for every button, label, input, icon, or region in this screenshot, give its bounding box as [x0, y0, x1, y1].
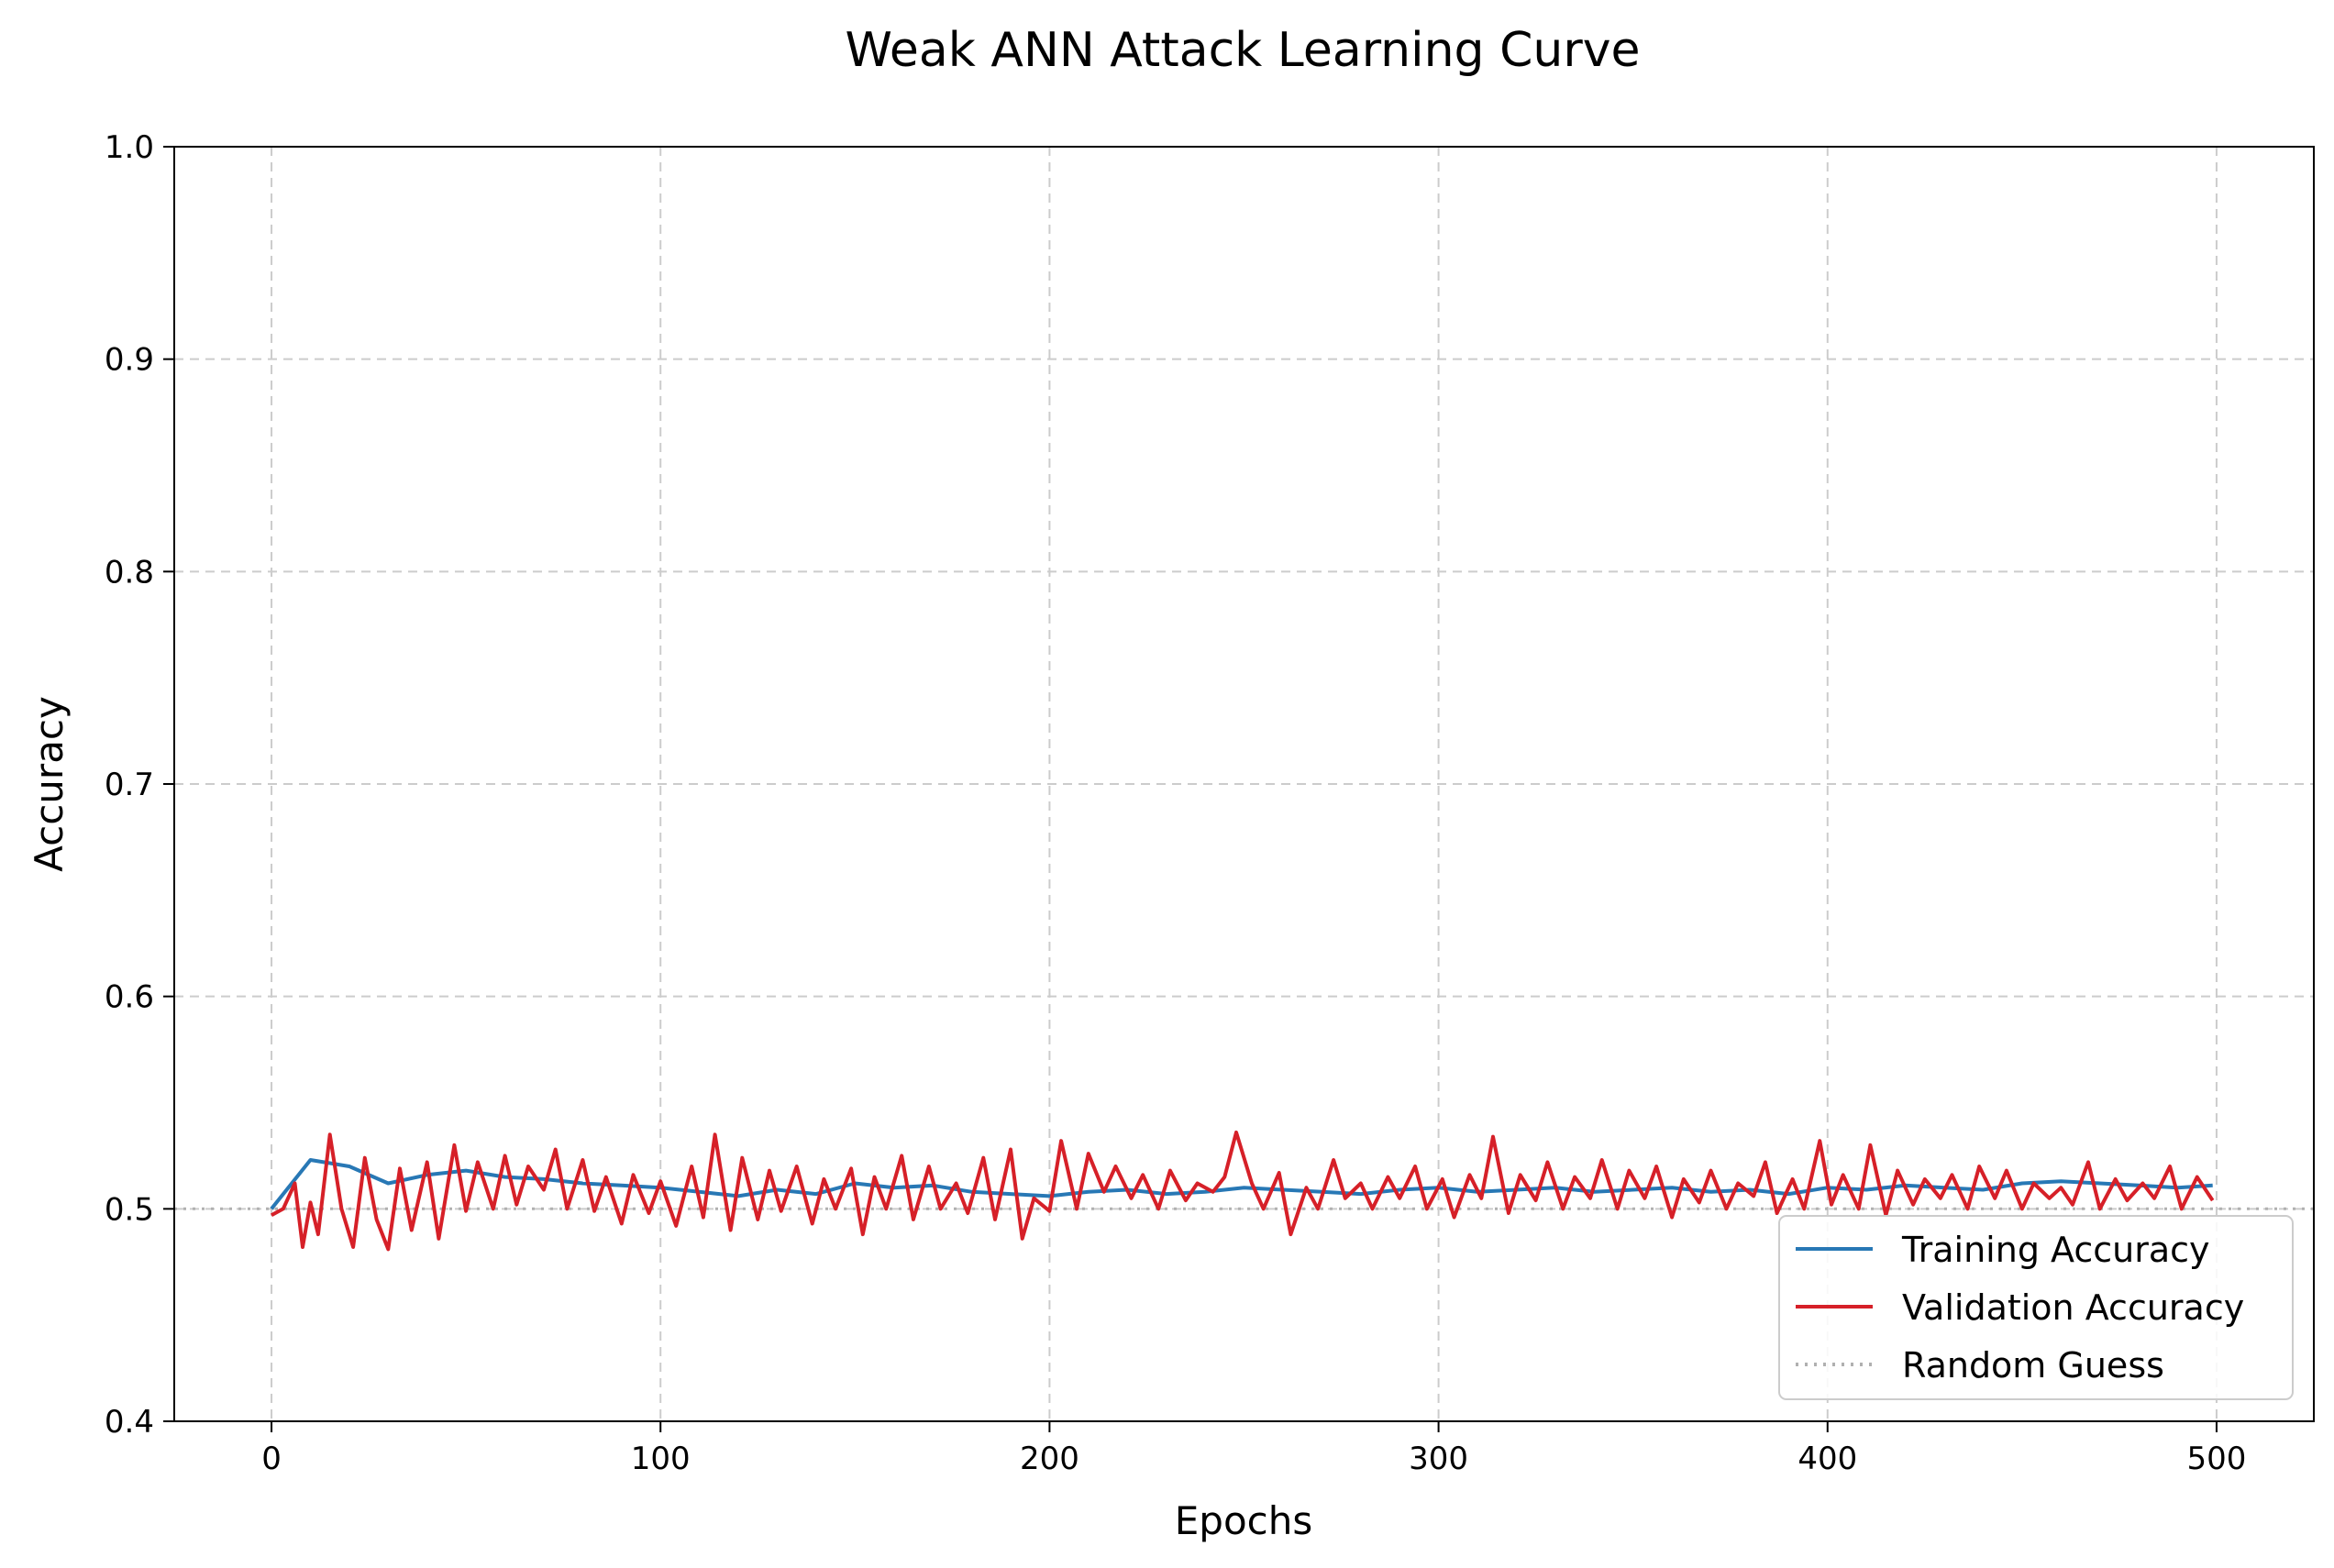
y-tick-label: 0.7	[105, 767, 154, 803]
x-tick-label: 500	[2187, 1441, 2247, 1477]
y-axis-label: Accuracy	[27, 696, 72, 872]
x-tick-label: 100	[631, 1441, 691, 1477]
series-line-validation-accuracy	[271, 1130, 2215, 1252]
legend-label-validation: Validation Accuracy	[1902, 1287, 2244, 1328]
chart-title: Weak ANN Attack Learning Curve	[846, 23, 1641, 78]
legend: Training Accuracy Validation Accuracy Ra…	[1778, 1215, 2294, 1400]
x-tick-label: 400	[1798, 1441, 1857, 1477]
x-tick-label: 200	[1020, 1441, 1079, 1477]
x-axis-ticks: 0 100 200 300 400 500	[261, 1421, 2246, 1477]
legend-label-random-guess: Random Guess	[1902, 1345, 2164, 1386]
y-tick-label: 0.8	[105, 554, 154, 591]
y-axis-ticks: 0.4 0.5 0.6 0.7 0.8 0.9 1.0	[105, 129, 174, 1441]
y-tick-label: 0.9	[105, 342, 154, 379]
series-lines	[174, 1130, 2314, 1252]
y-tick-label: 1.0	[105, 129, 154, 166]
legend-box	[1778, 1215, 2294, 1400]
y-tick-label: 0.4	[105, 1404, 154, 1441]
x-tick-label: 0	[261, 1441, 282, 1477]
x-axis-label: Epochs	[1175, 1498, 1313, 1543]
y-tick-label: 0.6	[105, 979, 154, 1016]
legend-label-training: Training Accuracy	[1901, 1230, 2210, 1270]
y-tick-label: 0.5	[105, 1191, 154, 1228]
x-tick-label: 300	[1409, 1441, 1468, 1477]
